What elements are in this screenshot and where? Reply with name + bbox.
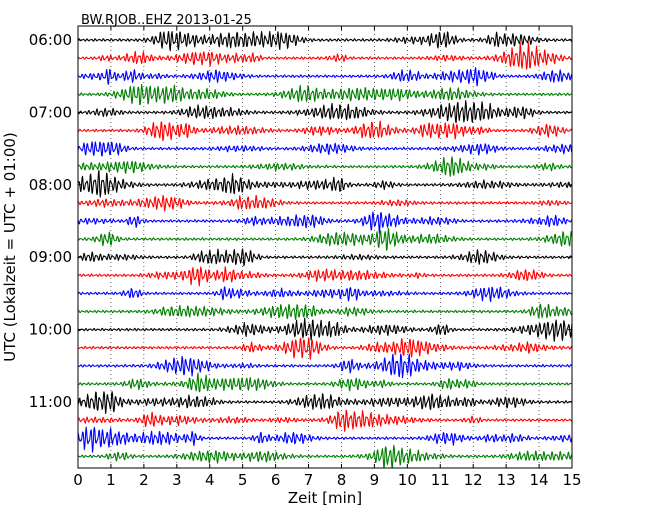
x-tick-label-3: 3 <box>172 471 182 489</box>
y-tick-label-5: 11:00 <box>29 393 72 411</box>
trace-7 <box>77 156 573 177</box>
trace-4 <box>77 100 573 124</box>
trace-15 <box>77 303 573 321</box>
x-tick-label-9: 9 <box>370 471 380 489</box>
y-axis-ticks: 06:00 07:00 08:00 09:00 10:00 11:00 <box>29 31 572 411</box>
x-tick-label-0: 0 <box>73 471 83 489</box>
trace-18 <box>77 353 573 379</box>
x-tick-label-10: 10 <box>398 471 417 489</box>
trace-6 <box>77 141 573 157</box>
trace-14 <box>77 286 573 303</box>
trace-1 <box>77 42 573 70</box>
y-tick-label-4: 10:00 <box>29 321 72 339</box>
x-tick-label-14: 14 <box>530 471 549 489</box>
trace-0 <box>77 30 573 52</box>
trace-8 <box>77 170 573 198</box>
trace-23 <box>77 444 573 469</box>
seismic-traces <box>77 30 573 469</box>
trace-5 <box>77 120 573 142</box>
x-tick-label-1: 1 <box>106 471 116 489</box>
grid-lines <box>110 26 540 468</box>
x-tick-label-4: 4 <box>205 471 215 489</box>
trace-3 <box>77 83 573 106</box>
plot-frame <box>77 25 573 469</box>
trace-21 <box>77 409 573 432</box>
trace-16 <box>77 317 573 342</box>
trace-17 <box>77 337 573 360</box>
trace-2 <box>77 67 573 87</box>
x-tick-label-2: 2 <box>139 471 149 489</box>
y-tick-label-0: 06:00 <box>29 31 72 49</box>
y-tick-label-1: 07:00 <box>29 103 72 121</box>
trace-12 <box>77 248 573 267</box>
chart-title: BW.RJOB..EHZ 2013-01-25 <box>81 13 252 28</box>
y-tick-label-2: 08:00 <box>29 176 72 194</box>
trace-19 <box>77 372 573 393</box>
trace-13 <box>77 266 573 287</box>
trace-20 <box>77 391 573 414</box>
x-tick-label-6: 6 <box>271 471 281 489</box>
x-tick-label-8: 8 <box>337 471 347 489</box>
trace-9 <box>77 194 573 212</box>
x-tick-label-12: 12 <box>464 471 483 489</box>
x-tick-label-7: 7 <box>304 471 314 489</box>
x-axis-ticks: 0 1 2 3 4 5 6 7 8 9 10 11 12 13 14 15 <box>73 26 582 489</box>
trace-22 <box>77 426 573 453</box>
trace-11 <box>77 227 573 251</box>
y-tick-label-3: 09:00 <box>29 248 72 266</box>
x-tick-label-13: 13 <box>497 471 516 489</box>
x-tick-label-15: 15 <box>562 471 581 489</box>
trace-10 <box>77 211 573 234</box>
y-axis-label: UTC (Lokalzeit = UTC + 01:00) <box>1 132 19 362</box>
x-axis-label: Zeit [min] <box>288 489 362 507</box>
x-tick-label-11: 11 <box>431 471 450 489</box>
x-tick-label-5: 5 <box>238 471 248 489</box>
